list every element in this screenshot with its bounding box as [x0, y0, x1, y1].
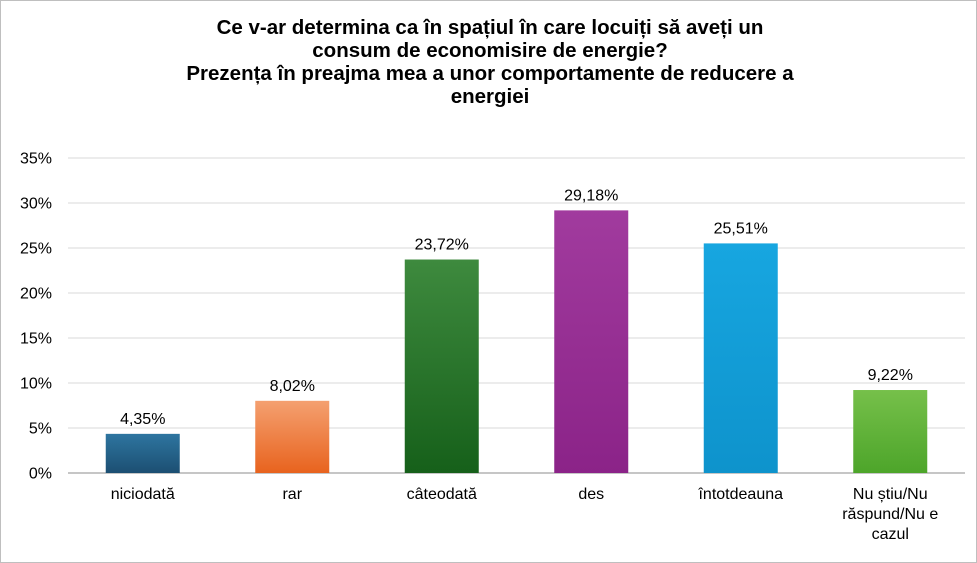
- category-label-2: rar: [232, 485, 352, 505]
- bar-2: [255, 400, 330, 473]
- y-tick-label: 35%: [20, 151, 52, 168]
- category-label-4: des: [531, 485, 651, 505]
- category-label-line: niciodată: [110, 486, 175, 503]
- bar-3: [404, 259, 479, 473]
- y-tick-label: 25%: [20, 241, 52, 258]
- data-label-3: 23,72%: [415, 237, 469, 254]
- category-label-line: câteodată: [406, 486, 477, 503]
- y-tick-label: 0%: [29, 466, 52, 483]
- category-label-6: Nu știu/Nu răspund/Nu e cazul: [830, 485, 950, 545]
- category-label-3: câteodată: [382, 485, 502, 505]
- y-tick-label: 30%: [20, 196, 52, 213]
- data-label-1: 4,35%: [120, 411, 165, 428]
- category-label-line: Nu știu/Nu: [852, 486, 928, 503]
- y-tick-label: 10%: [20, 376, 52, 393]
- data-label-6: 9,22%: [868, 367, 913, 384]
- chart-title-line-4: energiei: [450, 85, 530, 108]
- data-label-4: 29,18%: [564, 187, 618, 204]
- category-label-line: răspund/Nu e: [842, 506, 939, 523]
- data-label-2: 8,02%: [270, 378, 315, 395]
- category-label-5: întotdeauna: [681, 485, 801, 505]
- chart-title-line-2: consum de economisire de energie?: [312, 39, 668, 62]
- bar-5: [703, 243, 778, 473]
- chart-title: Ce v-ar determina ca în spațiul în care …: [90, 16, 890, 108]
- category-label-line: întotdeauna: [698, 486, 784, 503]
- bar-4: [554, 210, 629, 473]
- category-label-line: des: [578, 486, 605, 503]
- category-label-line: cazul: [871, 526, 909, 543]
- category-label-line: rar: [282, 486, 303, 503]
- chart-title-line-3: Prezența în preajma mea a unor comportam…: [186, 62, 794, 85]
- bar-6: [853, 390, 928, 473]
- bar-1: [105, 433, 180, 473]
- y-tick-label: 20%: [20, 286, 52, 303]
- category-label-1: niciodată: [83, 485, 203, 505]
- y-tick-label: 15%: [20, 331, 52, 348]
- chart-title-line-1: Ce v-ar determina ca în spațiul în care …: [216, 16, 764, 39]
- y-tick-label: 5%: [29, 421, 52, 438]
- data-label-5: 25,51%: [714, 220, 768, 237]
